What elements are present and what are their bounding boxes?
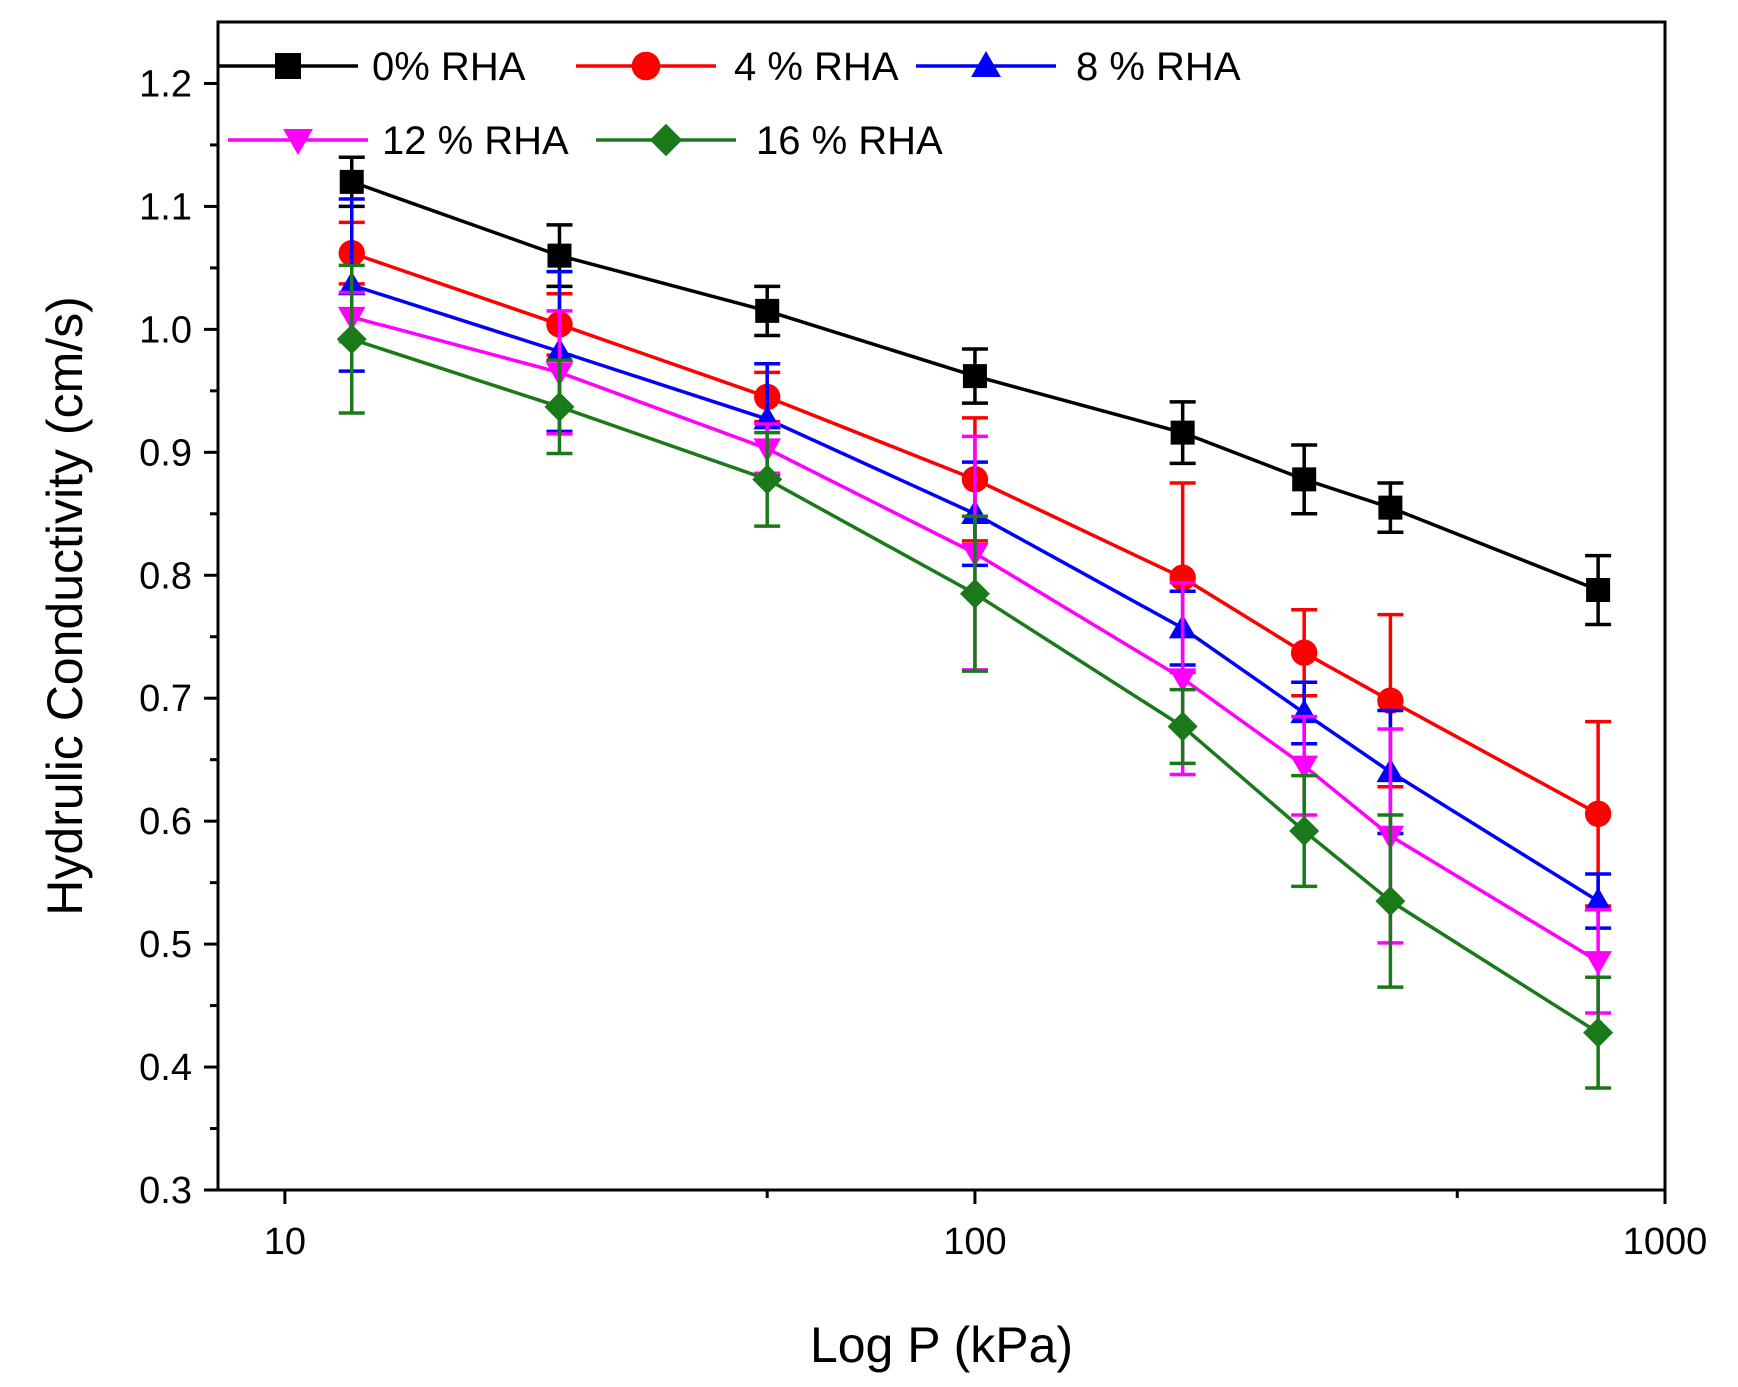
data-point	[755, 298, 780, 323]
y-tick-label: 1.2	[139, 63, 192, 105]
series-0	[338, 155, 1612, 627]
axes: 0.3 0.4 0.5 0.6 0.7 0.8 0.9 1.0 1.1 1.2 10 100 1000	[139, 20, 1708, 1263]
plot-marks	[336, 155, 1614, 1090]
legend-item-2: 8 % RHA	[916, 45, 1241, 89]
legend-marker	[275, 53, 301, 79]
data-point	[1289, 815, 1320, 846]
data-point	[1584, 887, 1612, 912]
data-point	[1377, 687, 1404, 714]
y-tick-label: 0.9	[139, 432, 192, 474]
legend-marker	[631, 51, 661, 81]
series-line	[351, 315, 1600, 963]
data-point	[1290, 639, 1318, 666]
data-point	[544, 391, 575, 422]
legend-marker	[649, 123, 683, 157]
y-tick-label: 1.0	[139, 309, 192, 351]
data-point	[1375, 886, 1406, 917]
data-point	[1167, 711, 1198, 742]
series-line	[351, 337, 1600, 1035]
data-point	[547, 243, 572, 268]
x-tick-label: 100	[943, 1221, 1006, 1263]
plot-frame	[216, 20, 1667, 1192]
series-line	[351, 180, 1599, 592]
data-point	[1168, 668, 1197, 693]
data-point	[1290, 755, 1318, 780]
data-point	[1378, 495, 1403, 520]
y-axis-title: Hydrulic Conductivity (cm/s)	[37, 296, 93, 916]
legend-label: 0% RHA	[372, 45, 526, 89]
y-tick-label: 0.4	[139, 1047, 192, 1089]
data-point	[1292, 467, 1317, 492]
legend-label: 12 % RHA	[382, 119, 569, 163]
legend-marker	[971, 51, 1001, 78]
data-point	[1583, 1017, 1614, 1048]
legend-item-1: 4 % RHA	[576, 45, 899, 89]
series-line	[351, 251, 1599, 816]
x-tick-label: 1000	[1623, 1221, 1708, 1263]
data-point	[752, 464, 783, 495]
legend-label: 16 % RHA	[756, 119, 943, 163]
legend-marker	[283, 128, 313, 155]
series-line	[351, 283, 1600, 903]
y-tick-label: 0.8	[139, 555, 192, 597]
legend-item-0: 0% RHA	[218, 45, 526, 89]
x-tick-label: 10	[264, 1221, 306, 1263]
legend-label: 8 % RHA	[1076, 45, 1241, 89]
y-tick-label: 0.7	[139, 678, 192, 720]
data-point	[1170, 420, 1195, 445]
y-tick-label: 0.6	[139, 801, 192, 843]
y-tick-label: 0.5	[139, 924, 192, 966]
series-4	[336, 263, 1614, 1090]
data-point	[1586, 578, 1611, 603]
data-point	[959, 578, 990, 609]
y-tick-label: 1.1	[139, 186, 192, 228]
x-axis-title: Log P (kPa)	[810, 1317, 1073, 1373]
data-point	[1584, 800, 1612, 827]
data-point	[339, 169, 364, 194]
legend-label: 4 % RHA	[734, 45, 899, 89]
data-point	[962, 364, 987, 389]
legend-item-3: 12 % RHA	[228, 119, 569, 163]
data-point	[1584, 951, 1612, 976]
legend-item-4: 16 % RHA	[596, 119, 943, 163]
data-point	[336, 324, 367, 355]
y-tick-label: 0.3	[139, 1170, 192, 1212]
legend: 0% RHA 4 % RHA 8 % RHA 12 % RHA 16 % RHA	[218, 45, 1241, 163]
